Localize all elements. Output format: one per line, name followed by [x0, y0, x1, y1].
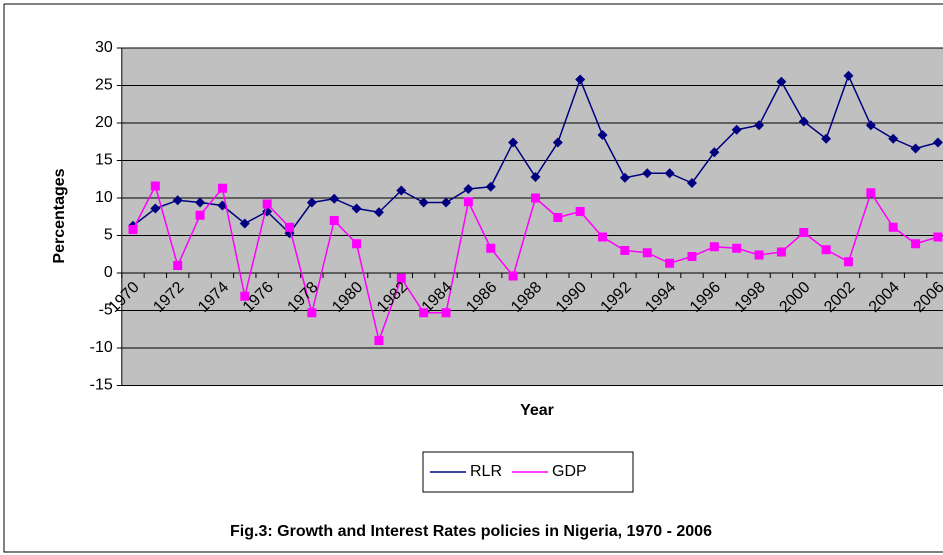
data-point	[933, 232, 943, 242]
y-tick-label: -15	[90, 377, 113, 394]
data-point	[329, 193, 340, 204]
data-point	[844, 257, 853, 267]
x-axis-title: Year	[520, 402, 554, 419]
data-point	[508, 271, 518, 281]
data-point	[754, 120, 765, 131]
data-point	[195, 197, 206, 208]
y-axis-title: Percentages	[51, 168, 68, 263]
legend-label: RLR	[470, 463, 502, 480]
data-point	[172, 195, 183, 206]
y-tick-label: -5	[99, 302, 113, 319]
plot-area	[116, 47, 943, 477]
data-point	[486, 243, 496, 253]
data-point	[776, 76, 787, 87]
data-point	[911, 239, 921, 249]
y-tick-label: 10	[95, 189, 113, 206]
data-point	[307, 308, 317, 318]
data-point	[798, 116, 809, 127]
data-point	[866, 188, 876, 198]
y-tick-label: 5	[104, 227, 113, 244]
data-point	[619, 172, 630, 183]
legend-label: GDP	[552, 463, 587, 480]
data-point	[306, 197, 317, 208]
data-point	[731, 124, 742, 135]
data-point	[352, 239, 362, 249]
data-point	[150, 203, 161, 214]
y-tick-label: 0	[104, 264, 113, 281]
y-tick-label: -10	[90, 339, 113, 356]
data-point	[932, 137, 943, 148]
data-point	[642, 168, 653, 179]
data-point	[687, 252, 697, 261]
data-point	[396, 273, 406, 283]
data-point	[598, 232, 608, 242]
data-point	[843, 70, 854, 81]
data-point	[441, 197, 452, 208]
data-point	[597, 130, 608, 140]
data-point	[329, 216, 339, 225]
data-point	[217, 183, 227, 193]
data-point	[195, 210, 205, 220]
data-point	[418, 197, 429, 208]
data-point	[575, 74, 586, 85]
data-point	[888, 222, 898, 232]
data-point	[642, 248, 652, 258]
data-point	[620, 246, 630, 255]
data-point	[821, 133, 832, 144]
data-point	[240, 291, 250, 301]
data-point	[463, 184, 474, 194]
data-point	[262, 199, 272, 209]
data-point	[441, 308, 451, 318]
data-point	[686, 178, 697, 188]
data-point	[508, 137, 519, 148]
data-point	[374, 336, 384, 345]
y-tick-label: 15	[95, 152, 113, 169]
data-point	[463, 197, 473, 207]
chart-border	[3, 3, 943, 553]
plot-background	[121, 48, 943, 386]
chart-title: Fig.3: Growth and Interest Rates policie…	[230, 523, 712, 540]
data-point	[396, 185, 407, 196]
data-point	[553, 213, 563, 222]
data-point	[530, 172, 541, 182]
data-point	[799, 228, 809, 237]
data-point	[575, 207, 585, 216]
data-point	[150, 181, 160, 191]
data-point	[485, 181, 496, 192]
data-point	[865, 120, 876, 131]
y-tick-label: 20	[95, 114, 113, 131]
data-point	[709, 147, 720, 158]
data-point	[888, 133, 899, 144]
data-point	[709, 242, 719, 252]
data-point	[351, 203, 362, 214]
data-point	[373, 207, 384, 218]
data-point	[754, 250, 764, 260]
data-point	[419, 308, 429, 318]
data-point	[239, 218, 250, 229]
data-point	[776, 247, 786, 257]
data-point	[664, 168, 675, 179]
data-point	[821, 245, 831, 255]
data-point	[530, 193, 540, 203]
y-tick-label: 30	[95, 39, 113, 56]
data-point	[665, 258, 675, 268]
data-point	[910, 143, 921, 154]
data-point	[173, 261, 183, 270]
y-tick-label: 25	[95, 77, 113, 94]
data-point	[732, 243, 742, 253]
data-point	[285, 222, 294, 232]
data-point	[552, 137, 563, 148]
data-point	[128, 225, 138, 234]
